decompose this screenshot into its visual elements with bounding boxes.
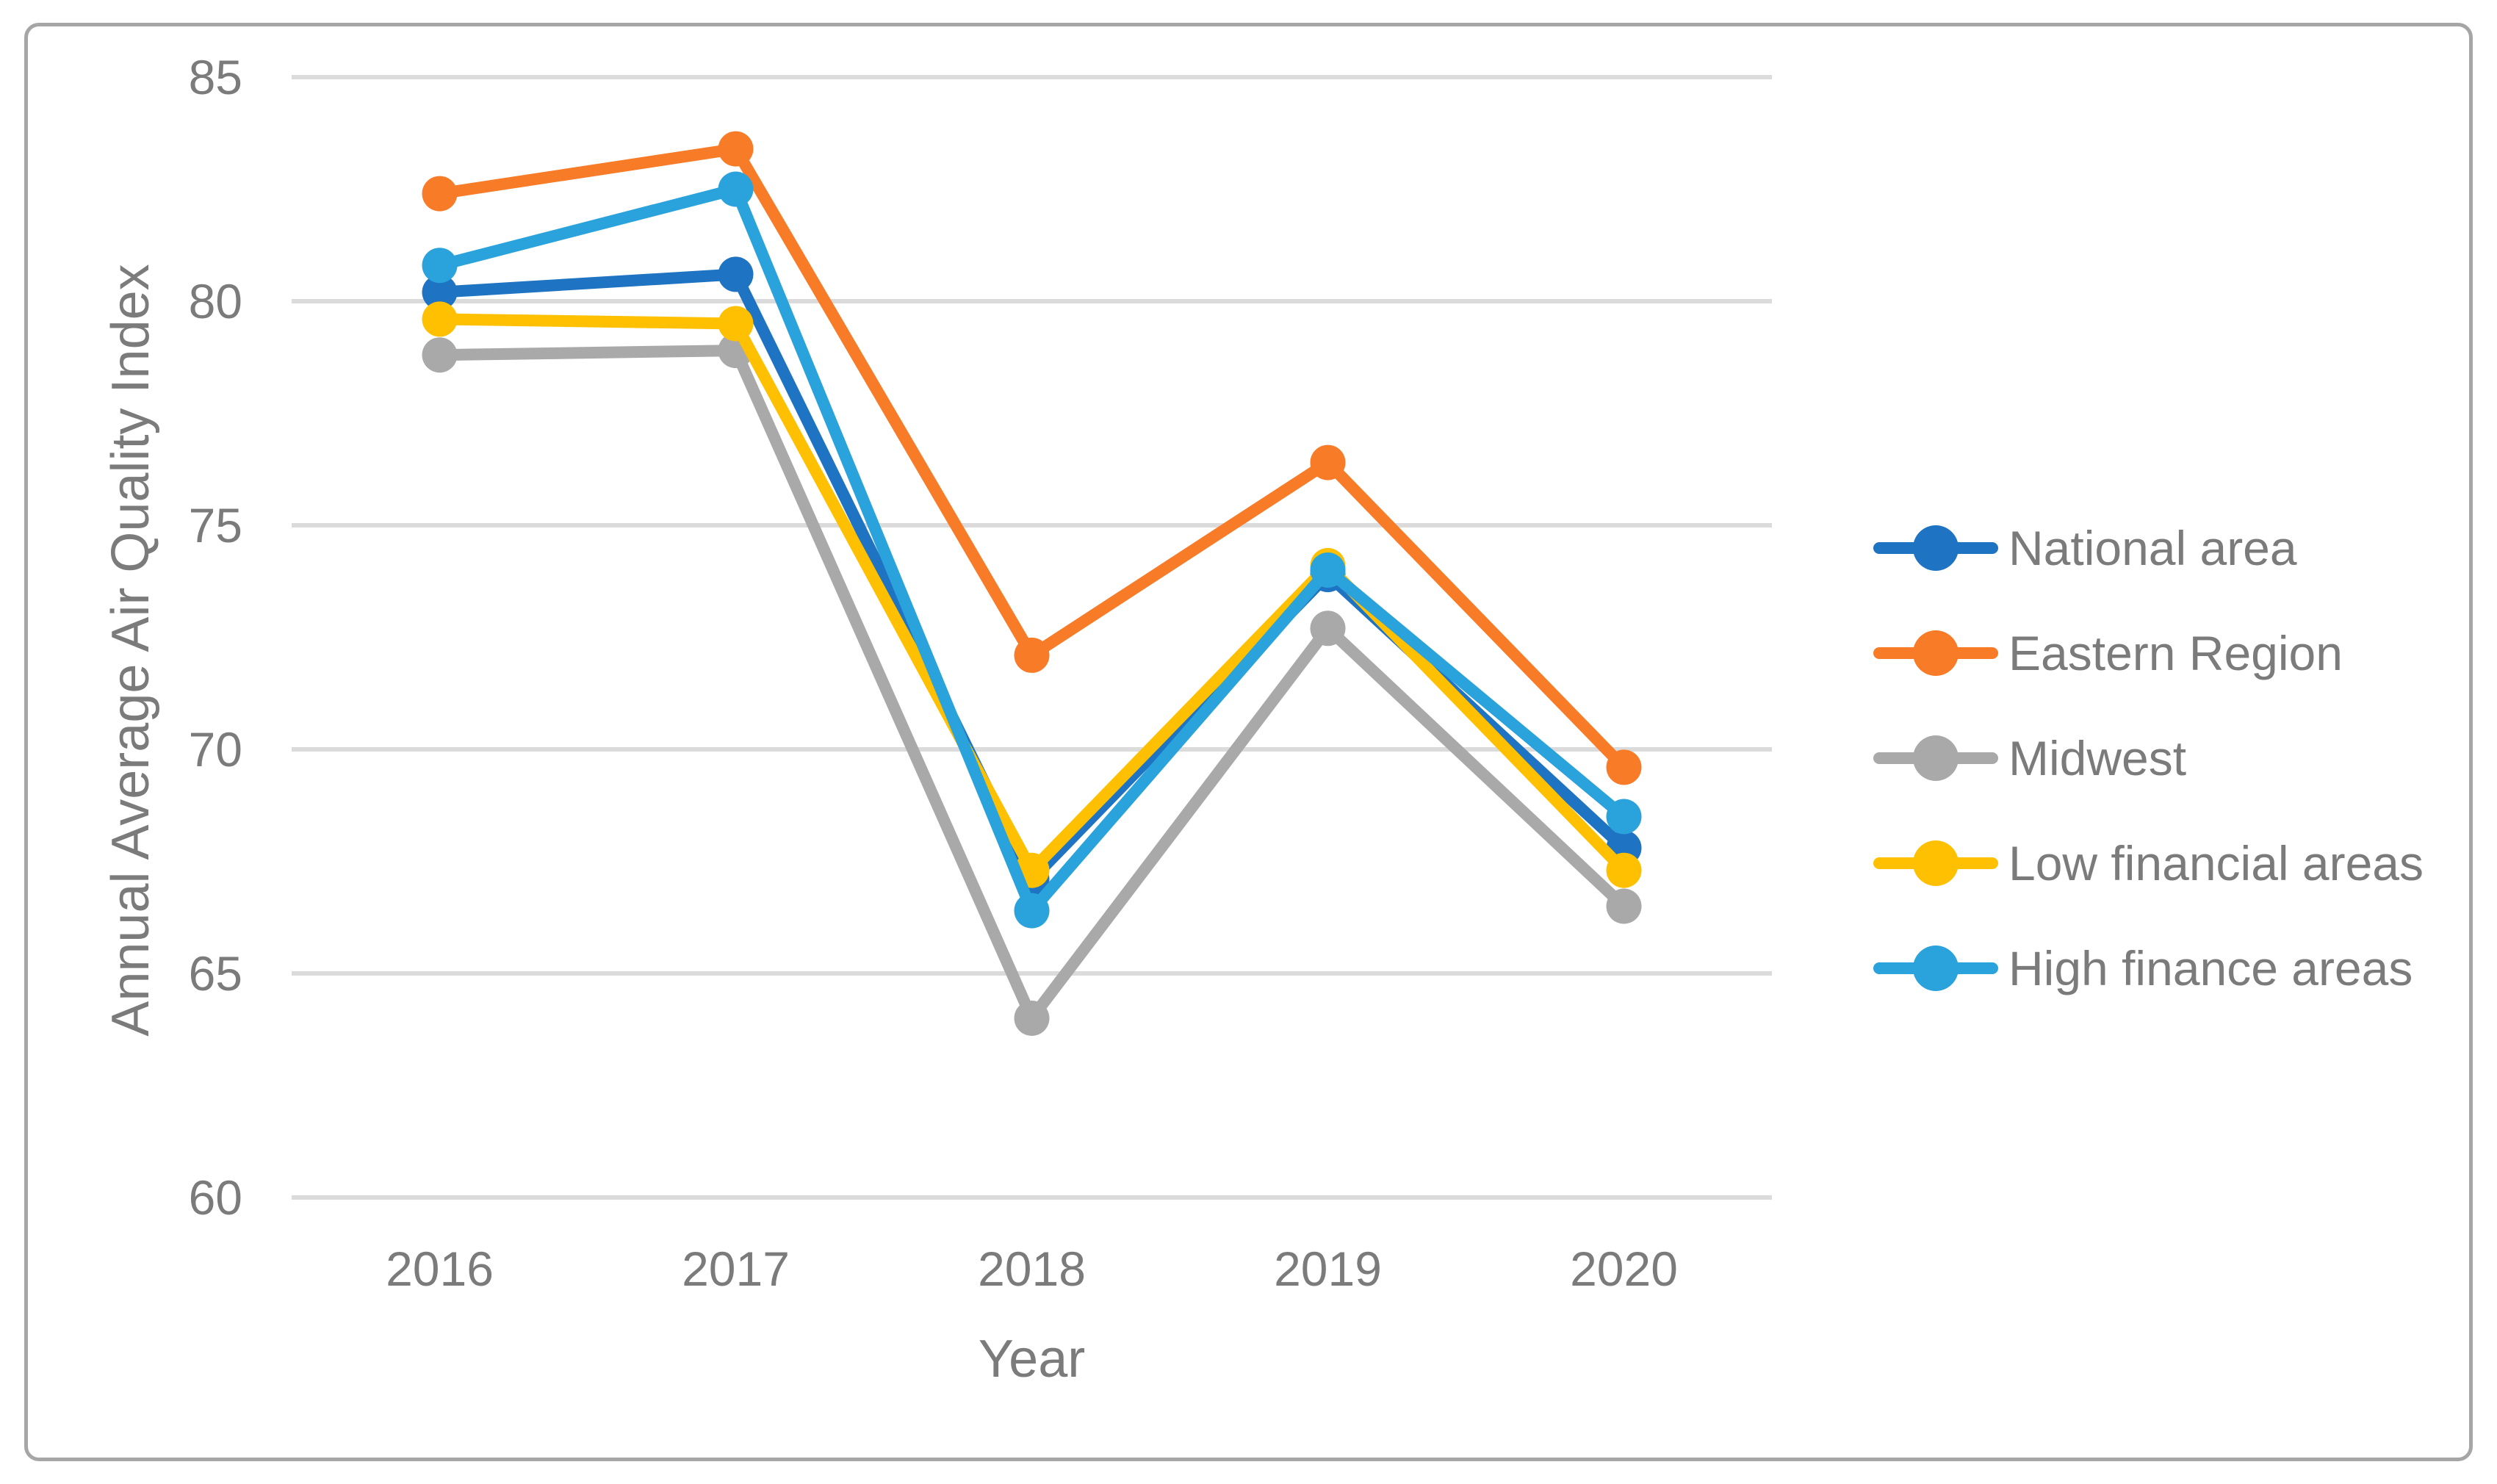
legend-dot	[1913, 735, 1959, 781]
data-point-midwest-2019	[1310, 610, 1346, 646]
y-tick-label: 65	[189, 946, 242, 1001]
legend-dot	[1913, 840, 1959, 886]
legend-item-low-financial-areas: Low financial areas	[1873, 810, 2424, 915]
data-point-eastern-region-2018	[1014, 637, 1050, 673]
data-point-high-finance-areas-2019	[1310, 552, 1346, 588]
legend-marker-icon	[1873, 525, 1998, 571]
legend-label: Eastern Region	[2008, 625, 2343, 680]
x-tick-label: 2016	[386, 1242, 494, 1296]
data-point-eastern-region-2016	[422, 176, 458, 212]
legend-marker-icon	[1873, 945, 1998, 991]
data-point-high-finance-areas-2016	[422, 248, 458, 284]
data-point-national-area-2016	[422, 274, 458, 310]
legend-marker-icon	[1873, 840, 1998, 886]
data-point-midwest-2016	[422, 337, 458, 373]
data-point-midwest-2018	[1014, 1001, 1050, 1036]
data-point-high-finance-areas-2020	[1606, 799, 1642, 835]
series-line-high-finance-areas	[433, 183, 1630, 917]
x-tick-label: 2017	[682, 1242, 790, 1296]
legend-item-national-area: National area	[1873, 495, 2424, 600]
data-point-low-financial-areas-2016	[422, 301, 458, 337]
y-tick-label: 60	[189, 1170, 242, 1225]
data-point-midwest-2020	[1606, 888, 1642, 924]
data-point-eastern-region-2019	[1310, 444, 1346, 480]
legend-dot	[1913, 945, 1959, 991]
legend-label: National area	[2008, 520, 2297, 575]
legend-dot	[1913, 630, 1959, 676]
x-axis-title: Year	[978, 1330, 1086, 1388]
data-point-eastern-region-2020	[1606, 749, 1642, 785]
legend-label: High finance areas	[2008, 940, 2413, 995]
x-tick-label: 2020	[1570, 1242, 1678, 1296]
y-tick-label: 75	[189, 498, 242, 552]
legend-marker-icon	[1873, 735, 1998, 781]
y-tick-label: 80	[189, 274, 242, 328]
data-point-high-finance-areas-2017	[718, 171, 754, 207]
y-tick-label: 85	[189, 50, 242, 104]
legend-item-midwest: Midwest	[1873, 705, 2424, 810]
x-tick-label: 2019	[1274, 1242, 1382, 1296]
legend-label: Midwest	[2008, 730, 2187, 785]
legend-dot	[1913, 525, 1959, 571]
legend-item-eastern-region: Eastern Region	[1873, 600, 2424, 705]
data-point-eastern-region-2017	[718, 131, 754, 167]
legend-label: Low financial areas	[2008, 835, 2424, 890]
data-point-high-finance-areas-2018	[1014, 893, 1050, 929]
series-line-low-financial-areas	[433, 313, 1630, 876]
legend-marker-icon	[1873, 630, 1998, 676]
data-point-national-area-2017	[718, 256, 754, 292]
legend-item-high-finance-areas: High finance areas	[1873, 915, 2424, 1020]
y-axis-title: Annual Average Air Quality Index	[101, 264, 160, 1037]
data-point-low-financial-areas-2020	[1606, 852, 1642, 888]
x-tick-label: 2018	[978, 1242, 1086, 1296]
y-tick-label: 70	[189, 722, 242, 777]
legend: National area Eastern Region Midwest Low fi…	[1873, 495, 2424, 1020]
data-point-low-financial-areas-2017	[718, 306, 754, 342]
